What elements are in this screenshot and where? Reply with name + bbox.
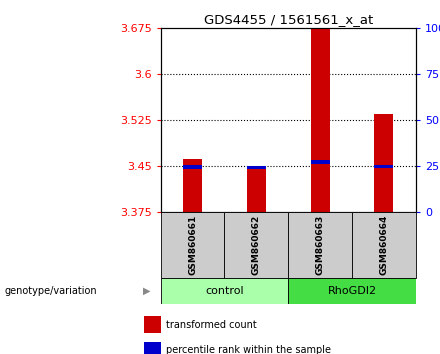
Text: percentile rank within the sample: percentile rank within the sample xyxy=(166,346,331,354)
Bar xyxy=(352,212,416,278)
Bar xyxy=(161,212,224,278)
Bar xyxy=(247,166,266,170)
Text: control: control xyxy=(205,286,244,296)
Bar xyxy=(374,165,393,168)
Text: genotype/variation: genotype/variation xyxy=(4,286,97,296)
Bar xyxy=(224,212,288,278)
Bar xyxy=(374,114,393,212)
Text: RhoGDI2: RhoGDI2 xyxy=(327,286,377,296)
Text: transformed count: transformed count xyxy=(166,320,257,330)
Bar xyxy=(144,342,161,354)
Bar xyxy=(183,165,202,169)
Title: GDS4455 / 1561561_x_at: GDS4455 / 1561561_x_at xyxy=(204,13,373,26)
Text: GSM860663: GSM860663 xyxy=(315,215,325,275)
Bar xyxy=(288,212,352,278)
Text: GSM860664: GSM860664 xyxy=(379,215,389,275)
Text: ▶: ▶ xyxy=(143,286,150,296)
Text: GSM860662: GSM860662 xyxy=(252,215,261,275)
Text: GSM860661: GSM860661 xyxy=(188,215,197,275)
Bar xyxy=(247,170,266,212)
Bar xyxy=(161,278,288,304)
Bar xyxy=(311,160,330,164)
Bar xyxy=(288,278,416,304)
Bar xyxy=(144,316,161,333)
Bar xyxy=(183,159,202,212)
Bar xyxy=(311,28,330,212)
